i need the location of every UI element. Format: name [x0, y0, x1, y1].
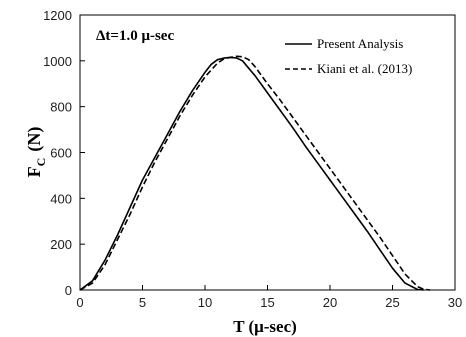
legend-label-kiani: Kiani et al. (2013): [317, 61, 412, 76]
x-tick-label-15: 15: [260, 295, 274, 310]
series-line-present-analysis: [79, 56, 424, 291]
y-axis-ticks: 0 200 400 600 800 1000 1200: [43, 8, 85, 298]
y-tick-label-1000: 1000: [43, 54, 72, 69]
legend-label-present-analysis: Present Analysis: [317, 36, 403, 51]
x-axis-ticks: 0 5 10 15 20 25 30: [76, 285, 462, 310]
y-tick-label-600: 600: [50, 146, 72, 161]
legend: Present Analysis Kiani et al. (2013): [285, 36, 412, 76]
delta-t-annotation: Δt=1.0 μ-sec: [96, 28, 174, 44]
plot-frame: [79, 14, 456, 291]
series-line-kiani-2013: [79, 55, 431, 291]
y-tick-label-800: 800: [50, 100, 72, 115]
x-tick-label-5: 5: [139, 295, 146, 310]
x-axis-title: T (μ-sec): [233, 317, 297, 336]
y-axis-title-unit: (N): [24, 127, 45, 152]
y-tick-label-400: 400: [50, 191, 72, 206]
y-tick-label-0: 0: [65, 283, 72, 298]
x-tick-label-30: 30: [448, 295, 462, 310]
x-tick-label-10: 10: [198, 295, 212, 310]
x-tick-label-0: 0: [76, 295, 83, 310]
y-axis-title: FC (N): [24, 127, 48, 178]
x-tick-label-25: 25: [385, 295, 399, 310]
series-layer: [79, 55, 431, 291]
y-axis-title-main: F: [24, 166, 44, 177]
x-tick-label-20: 20: [323, 295, 337, 310]
y-tick-label-1200: 1200: [43, 8, 72, 23]
y-axis-title-subscript: C: [34, 158, 48, 167]
y-tick-label-200: 200: [50, 237, 72, 252]
